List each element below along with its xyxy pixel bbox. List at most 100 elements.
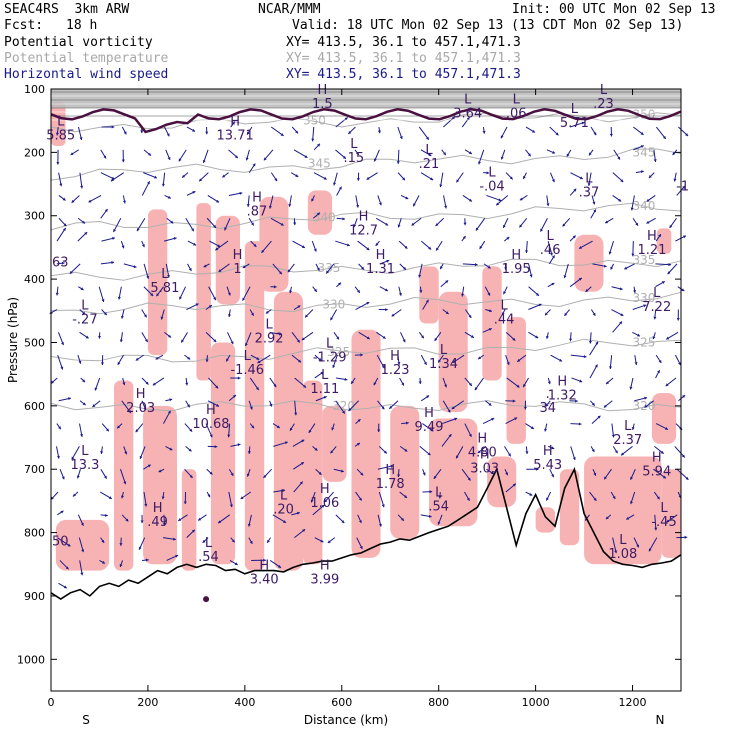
wind-arrowhead (332, 364, 336, 368)
wind-arrowhead (55, 132, 59, 136)
theta-contour (50, 202, 682, 231)
wind-arrowhead (546, 497, 549, 501)
extremum-value: 2.03 (126, 401, 155, 416)
wind-arrowhead (426, 395, 430, 399)
wind-arrowhead (278, 332, 282, 336)
extremum-value: -.04 (479, 179, 504, 194)
wind-arrowhead (626, 516, 630, 520)
wind-vector (112, 218, 122, 233)
edge-label: -1 (676, 179, 689, 194)
wind-arrowhead (161, 496, 165, 500)
wind-arrowhead (656, 496, 660, 500)
theta-label: 330 (322, 297, 345, 311)
extremum-value: 1.06 (310, 496, 339, 511)
wind-vector (56, 227, 67, 242)
wind-arrowhead (252, 163, 256, 167)
wind-arrowhead (101, 299, 105, 302)
wind-arrowhead (612, 495, 616, 499)
wind-arrowhead (82, 379, 86, 383)
wind-arrowhead (356, 178, 360, 181)
wind-arrowhead (209, 471, 213, 475)
wind-vector (120, 469, 127, 485)
wind-arrowhead (668, 263, 672, 267)
terrain-path (50, 466, 682, 601)
extremum-value: .20 (273, 503, 294, 518)
wind-arrowhead (433, 475, 437, 479)
fcst-label: Fcst: (4, 18, 44, 33)
wind-arrowhead (117, 361, 121, 365)
wind-arrowhead (634, 362, 638, 365)
wind-arrowhead (295, 174, 299, 177)
wind-arrowhead (62, 227, 66, 231)
wind-arrowhead (398, 292, 402, 296)
wind-arrowhead (63, 223, 67, 227)
wind-arrowhead (125, 518, 129, 522)
field-theta-xy: XY= 413.5, 36.1 to 457.1,471.3 (286, 51, 521, 66)
wind-arrowhead (215, 247, 219, 251)
pv-region (574, 234, 604, 292)
wind-arrowhead (288, 203, 292, 207)
wind-arrowhead (215, 385, 219, 389)
wind-arrowhead (121, 245, 125, 249)
wind-arrowhead (283, 520, 287, 523)
extremum-tag: H (320, 482, 330, 497)
extremum-tag: H (206, 403, 216, 418)
wind-arrowhead (525, 250, 529, 254)
extremum-value: 1.34 (429, 357, 458, 372)
wind-arrowhead (56, 455, 60, 459)
wind-arrowhead (667, 271, 671, 275)
wind-arrowhead (119, 564, 123, 567)
wind-arrowhead (551, 446, 555, 450)
wind-arrowhead (175, 554, 179, 558)
extremum-value: .54 (428, 499, 449, 514)
wind-arrowhead (411, 222, 415, 226)
wind-vector (578, 240, 593, 250)
wind-arrowhead (231, 121, 235, 125)
wind-arrowhead (336, 336, 339, 340)
extremum-tag: L (624, 419, 632, 434)
extremum-value: 1.23 (381, 363, 410, 378)
x-axis-label: Distance (km) (304, 713, 388, 727)
wind-arrowhead (474, 263, 478, 267)
wind-arrowhead (61, 476, 65, 480)
wind-arrowhead (342, 155, 346, 159)
wind-arrowhead (287, 269, 291, 273)
wind-arrowhead (672, 152, 676, 156)
y-tick-label: 400 (24, 273, 45, 286)
wind-arrowhead (397, 224, 401, 228)
wind-arrowhead (588, 340, 593, 344)
wind-arrowhead (445, 311, 449, 315)
wind-arrowhead (578, 246, 582, 249)
wind-arrowhead (169, 447, 173, 451)
wind-arrowhead (360, 353, 363, 357)
wind-arrowhead (468, 151, 472, 154)
wind-arrowhead (682, 185, 685, 189)
wind-arrowhead (320, 539, 324, 543)
wind-arrowhead (318, 357, 322, 361)
wind-arrowhead (631, 426, 635, 430)
wind-arrowhead (443, 152, 446, 156)
wind-arrowhead (666, 519, 670, 523)
wind-vector (655, 263, 672, 266)
extremum-value: .44 (494, 312, 515, 327)
wind-arrowhead (644, 404, 648, 408)
wind-arrowhead (330, 450, 334, 454)
wind-arrowhead (103, 312, 107, 316)
extremum-value: .15 (344, 151, 365, 166)
wind-arrowhead (488, 309, 492, 313)
wind-arrowhead (479, 245, 483, 249)
wind-arrowhead (555, 132, 559, 136)
wind-arrowhead (575, 399, 578, 403)
wind-arrowhead (178, 518, 182, 521)
wind-arrowhead (359, 546, 363, 550)
wind-arrowhead (585, 288, 589, 292)
extremum-tag: H (230, 115, 240, 130)
wind-arrowhead (523, 406, 527, 410)
extremum-tag: H (385, 463, 395, 478)
wind-arrowhead (397, 362, 401, 365)
extremum-tag: . (546, 387, 550, 402)
org-label: NCAR/MMM (258, 2, 321, 17)
wind-arrowhead (500, 156, 504, 160)
wind-arrowhead (123, 131, 127, 135)
wind-arrowhead (51, 380, 54, 384)
